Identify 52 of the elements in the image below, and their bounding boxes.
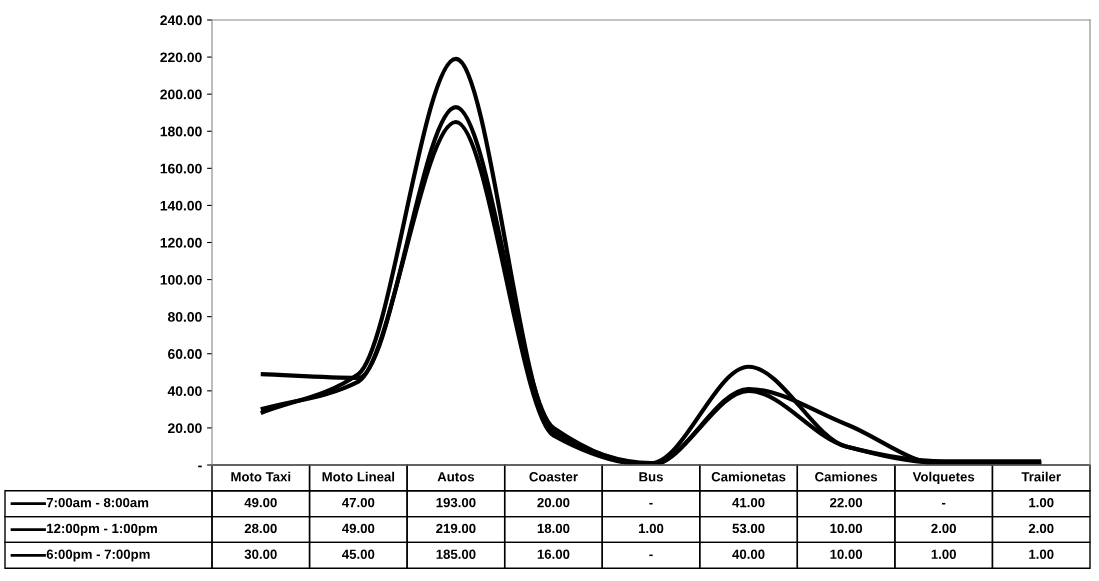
x-tick-label: Trailer — [1021, 471, 1061, 482]
y-tick-label: 20.00 — [168, 423, 202, 434]
y-tick-label: 60.00 — [168, 349, 202, 359]
y-tick-label: 180.00 — [160, 126, 202, 137]
legend-label: 7:00am - 8:00am — [46, 497, 149, 508]
data-label: 1.00 — [931, 549, 956, 559]
x-tick-label: Volquetes — [912, 471, 975, 485]
x-tick-label: Camionetas — [711, 471, 786, 482]
y-tick-label: - — [198, 465, 202, 468]
x-tick-label: Bus — [639, 472, 663, 482]
y-tick-label: 200.00 — [160, 89, 202, 100]
x-tick-label: Coaster — [529, 472, 578, 482]
data-label: 18.00 — [537, 523, 570, 534]
data-label: - — [649, 502, 653, 505]
y-tick-label: 220.00 — [160, 52, 202, 63]
x-tick-label: Moto Lineal — [322, 471, 395, 482]
data-label: 10.00 — [830, 523, 863, 534]
y-tick-label: 160.00 — [160, 163, 202, 174]
y-tick-label: 80.00 — [167, 312, 202, 322]
data-label: 45.00 — [342, 549, 375, 559]
y-tick-label: 40.00 — [167, 386, 202, 396]
y-tick-label: 140.00 — [160, 200, 202, 211]
x-tick-label: Camiones — [815, 471, 878, 482]
data-label: 40.00 — [732, 549, 765, 559]
data-label: 219.00 — [436, 523, 476, 534]
data-label: 41.00 — [732, 497, 765, 508]
y-tick-label: 120.00 — [160, 237, 202, 248]
legend-label: 6:00pm - 7:00pm — [46, 549, 150, 562]
data-label: 49.00 — [342, 523, 375, 534]
data-label: 16.00 — [537, 549, 570, 559]
legend-label: 12:00pm - 1:00pm — [47, 523, 157, 536]
data-label: 1.00 — [1029, 497, 1054, 508]
x-tick-label: Moto Taxi — [231, 471, 291, 482]
data-label: 53.00 — [732, 523, 765, 534]
data-label: 1.00 — [638, 523, 664, 534]
data-label: - — [649, 554, 653, 557]
data-label: - — [941, 502, 946, 505]
data-label: 193.00 — [436, 497, 476, 508]
y-tick-label: 100.00 — [160, 274, 202, 285]
data-label: 1.00 — [1029, 549, 1054, 559]
data-label: 10.00 — [830, 549, 863, 559]
data-label: 49.00 — [244, 497, 277, 508]
x-tick-label: Autos — [437, 472, 475, 482]
data-label: 30.00 — [244, 549, 277, 559]
data-label: 185.00 — [436, 549, 476, 559]
y-tick-label: 240.00 — [160, 15, 202, 26]
data-label: 22.00 — [830, 497, 863, 508]
data-label: 20.00 — [537, 497, 570, 508]
data-label: 2.00 — [1028, 523, 1054, 534]
data-label: 28.00 — [244, 523, 277, 534]
data-label: 47.00 — [342, 497, 375, 508]
data-label: 2.00 — [931, 523, 956, 534]
